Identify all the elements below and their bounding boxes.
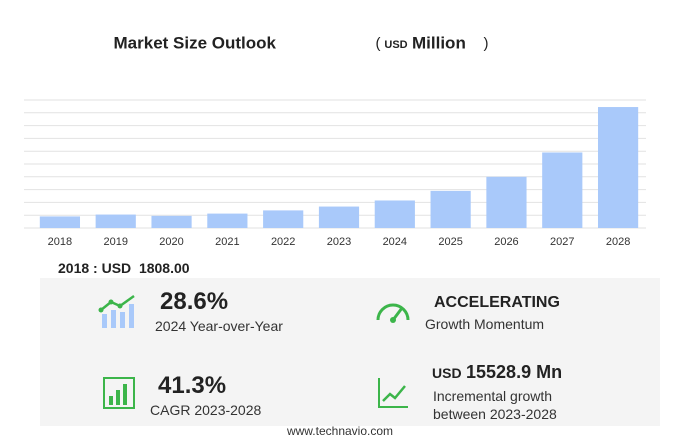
highlight: 2018 : USD 1808.00: [58, 260, 190, 276]
x-tick-label: 2022: [271, 236, 295, 248]
cagr-label: CAGR 2023-2028: [150, 402, 262, 418]
bar: [263, 210, 304, 228]
gauge-icon: [376, 303, 410, 323]
bar: [430, 190, 471, 228]
bar: [318, 206, 360, 228]
x-tick-label: 2025: [438, 236, 462, 248]
highlight-label: 2018 : USD: [58, 260, 132, 276]
incremental-value: 15528.9 Mn: [466, 362, 563, 382]
bar: [374, 200, 415, 228]
incremental-icon: [378, 378, 408, 408]
incremental-currency: USD: [432, 365, 462, 381]
x-tick-label: 2018: [48, 236, 72, 248]
title-currency: USD: [384, 39, 407, 51]
incremental-label: between 2023-2028: [433, 406, 557, 422]
x-tick-label: 2021: [215, 236, 239, 248]
chart: Market Size Outlook ( USD Million ) 2018…: [24, 33, 646, 248]
stats-panel: [40, 278, 660, 426]
bar: [597, 107, 639, 228]
growth-icon: [98, 294, 135, 328]
x-tick-label: 2028: [606, 236, 630, 248]
highlight-value: 1808.00: [138, 260, 190, 276]
title-paren: ): [484, 35, 489, 52]
bar: [207, 213, 248, 228]
x-tick-label: 2019: [103, 236, 127, 248]
yoy-value: 28.6%: [160, 288, 229, 315]
cagr-icon: [103, 377, 135, 409]
momentum-label: Growth Momentum: [425, 316, 545, 332]
x-tick-label: 2024: [383, 236, 407, 248]
x-tick-label: 2026: [494, 236, 518, 248]
incremental-value-row: USD 15528.9 Mn: [432, 362, 562, 383]
bar: [39, 216, 81, 228]
x-tick-label: 2027: [550, 236, 574, 248]
momentum-value: ACCELERATING: [434, 294, 560, 311]
bar: [95, 214, 136, 228]
yoy-label: 2024 Year-over-Year: [155, 318, 283, 334]
title-scale: Million: [412, 33, 466, 52]
x-tick-label: 2020: [159, 236, 183, 248]
bar: [542, 152, 583, 228]
bar: [151, 215, 192, 228]
chart-title: Market Size Outlook: [114, 33, 277, 52]
incremental-label: Incremental growth: [433, 388, 553, 404]
footer: www.technavio.com: [286, 424, 394, 438]
title-paren: (: [376, 35, 381, 52]
cagr-value: 41.3%: [158, 372, 227, 399]
bar: [486, 176, 527, 228]
x-tick-label: 2023: [327, 236, 351, 248]
